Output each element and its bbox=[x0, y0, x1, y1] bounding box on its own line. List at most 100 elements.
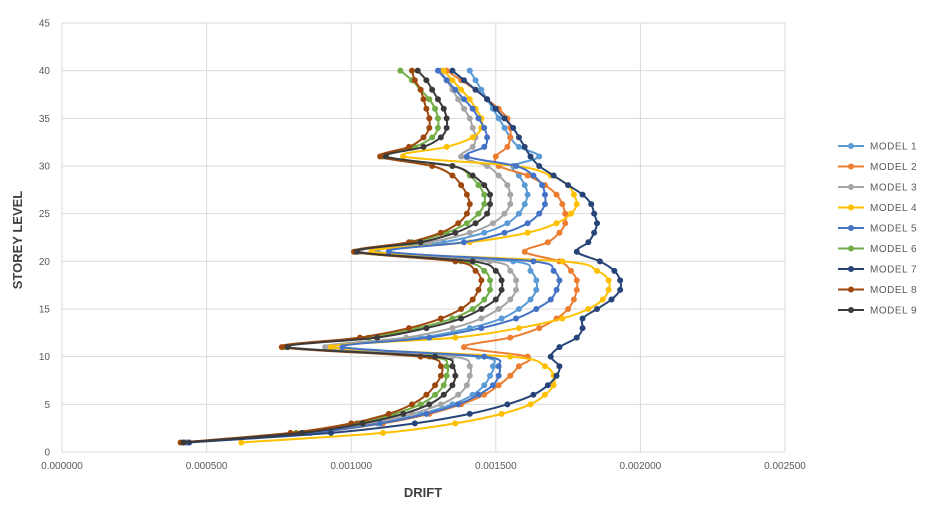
data-point bbox=[481, 296, 488, 303]
series-model-2 bbox=[183, 67, 580, 446]
data-point bbox=[463, 210, 470, 217]
data-point bbox=[426, 401, 433, 408]
data-point bbox=[278, 344, 285, 351]
series-line bbox=[186, 69, 579, 444]
data-point bbox=[327, 344, 334, 351]
data-point bbox=[466, 115, 473, 122]
data-point bbox=[463, 382, 470, 389]
data-point bbox=[541, 363, 548, 370]
data-point bbox=[460, 77, 467, 84]
data-point bbox=[469, 296, 476, 303]
data-point bbox=[423, 391, 430, 398]
y-tick-label: 0 bbox=[44, 448, 50, 459]
y-tick-label: 15 bbox=[39, 305, 51, 316]
data-point bbox=[544, 239, 551, 246]
data-point bbox=[437, 401, 444, 408]
data-point bbox=[498, 277, 505, 284]
data-point bbox=[504, 220, 511, 227]
data-point bbox=[455, 401, 462, 408]
legend-item: MODEL 9 bbox=[838, 306, 917, 317]
legend-swatch-marker bbox=[848, 307, 854, 313]
data-point bbox=[553, 191, 560, 198]
data-point bbox=[458, 182, 465, 189]
data-point bbox=[455, 220, 462, 227]
data-point bbox=[521, 182, 528, 189]
data-point bbox=[481, 182, 488, 189]
data-point bbox=[452, 334, 459, 341]
legend-swatch-marker bbox=[848, 266, 854, 272]
data-point bbox=[380, 429, 387, 436]
data-point bbox=[426, 334, 433, 341]
data-point bbox=[515, 325, 522, 332]
legend-item: MODEL 3 bbox=[838, 183, 917, 194]
data-point bbox=[434, 96, 441, 103]
data-point bbox=[420, 134, 427, 141]
x-axis-title: DRIFT bbox=[404, 485, 442, 500]
data-point bbox=[487, 286, 494, 293]
data-point bbox=[579, 191, 586, 198]
data-point bbox=[556, 363, 563, 370]
data-point bbox=[579, 325, 586, 332]
data-point bbox=[423, 410, 430, 417]
data-point bbox=[565, 306, 572, 312]
legend: MODEL 1 MODEL 2 MODEL 3 MODEL 4 MODEL 5 MODEL… bbox=[838, 142, 917, 317]
data-point bbox=[605, 286, 612, 293]
data-point bbox=[400, 153, 407, 160]
data-point bbox=[515, 143, 522, 150]
legend-swatch-marker bbox=[848, 204, 854, 211]
data-point bbox=[553, 220, 560, 227]
data-point bbox=[377, 420, 384, 427]
data-point bbox=[440, 382, 447, 389]
data-point bbox=[406, 325, 413, 332]
data-point bbox=[585, 239, 592, 246]
data-point bbox=[594, 220, 601, 227]
data-point bbox=[429, 163, 436, 169]
data-point bbox=[434, 124, 441, 131]
data-point bbox=[556, 277, 563, 284]
data-point bbox=[507, 372, 514, 379]
data-point bbox=[460, 96, 467, 103]
data-point bbox=[567, 267, 574, 274]
data-point bbox=[469, 258, 476, 265]
data-point bbox=[487, 258, 494, 265]
legend-swatch-marker bbox=[848, 184, 854, 190]
data-point bbox=[414, 67, 421, 74]
data-point bbox=[339, 344, 346, 351]
data-point bbox=[452, 86, 459, 93]
data-point bbox=[377, 153, 384, 160]
data-point bbox=[449, 325, 456, 332]
data-point bbox=[434, 115, 441, 122]
data-point bbox=[489, 220, 496, 227]
legend-swatch-marker bbox=[848, 286, 854, 293]
data-point bbox=[353, 248, 360, 255]
data-point bbox=[463, 191, 470, 198]
data-point bbox=[515, 134, 522, 141]
data-point bbox=[484, 96, 491, 103]
data-point bbox=[472, 220, 479, 227]
x-tick-label: 0.000000 bbox=[41, 461, 83, 472]
data-point bbox=[536, 163, 543, 169]
data-point bbox=[573, 248, 580, 255]
legend-item: MODEL 2 bbox=[838, 162, 917, 173]
y-tick-label: 35 bbox=[39, 114, 51, 125]
data-point bbox=[594, 267, 601, 274]
data-point bbox=[406, 143, 413, 150]
data-point bbox=[420, 143, 427, 150]
data-point bbox=[547, 353, 554, 360]
data-point bbox=[596, 258, 603, 265]
data-point bbox=[426, 96, 433, 103]
data-point bbox=[475, 210, 482, 217]
data-point bbox=[605, 277, 612, 284]
data-point bbox=[524, 229, 531, 236]
x-tick-label: 0.002000 bbox=[620, 461, 662, 472]
data-point bbox=[594, 306, 601, 312]
data-point bbox=[567, 210, 574, 217]
data-point bbox=[573, 277, 580, 284]
data-point bbox=[434, 67, 441, 74]
data-point bbox=[432, 105, 439, 112]
data-point bbox=[452, 229, 459, 236]
data-point bbox=[573, 201, 580, 208]
data-point bbox=[449, 382, 456, 389]
